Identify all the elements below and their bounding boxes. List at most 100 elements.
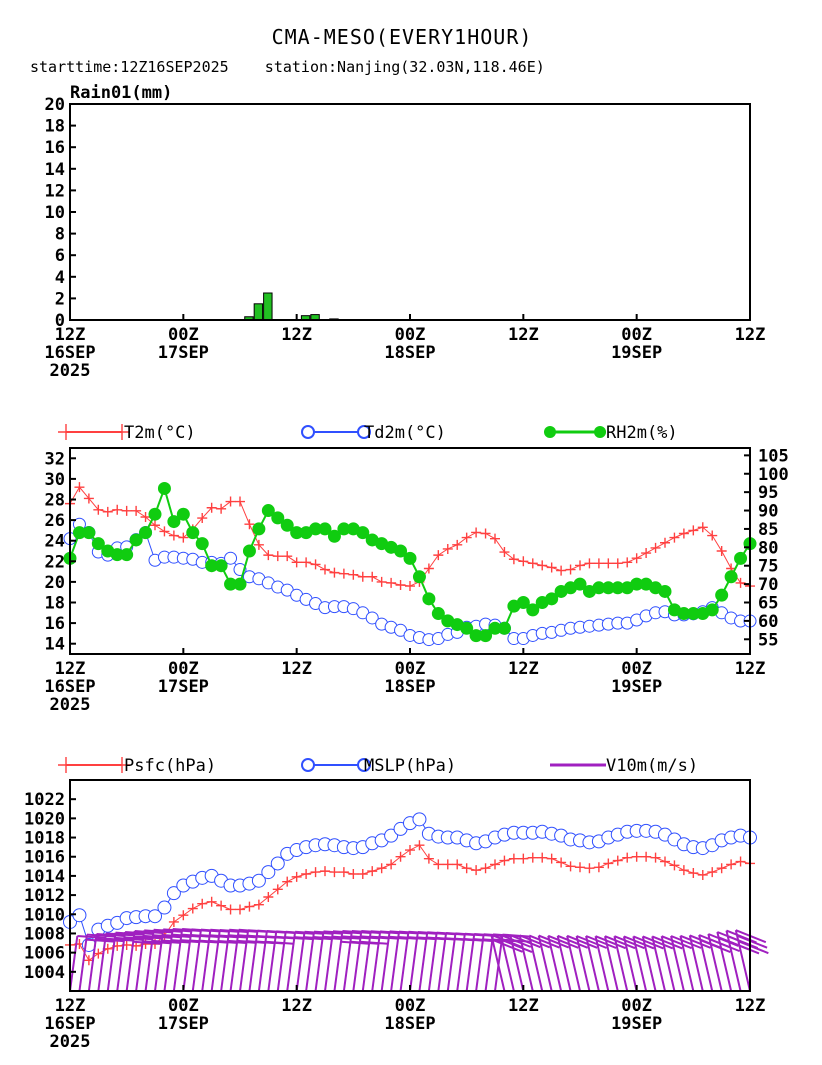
wind-barb-feather (144, 929, 173, 934)
temperature-xtick-label: 12Z (281, 659, 312, 679)
wind-barb-staff (314, 931, 325, 992)
rh2m-point (431, 607, 445, 621)
wind-barb-staff (69, 935, 79, 992)
psfc-point (442, 859, 453, 870)
psfc-point (707, 867, 718, 878)
rh-ytick-label: 55 (758, 630, 778, 650)
wind-barb-staff (399, 931, 410, 992)
pressure-ytick-label: 1018 (24, 829, 65, 849)
rh2m-point (658, 584, 672, 598)
psfc-point (575, 862, 585, 873)
t2m-point (291, 557, 302, 568)
wind-barb-staff (201, 929, 212, 992)
temperature-xtick-label: 2025 (50, 695, 91, 715)
legend-td2m-marker (357, 425, 371, 439)
legend-psfc-label: Psfc(hPa) (124, 756, 216, 776)
wind-barb-staff (698, 934, 714, 992)
temperature-xtick-label: 17SEP (158, 677, 209, 697)
rh2m-point (233, 577, 247, 591)
psfc-point (263, 892, 274, 903)
temperature-panel: T2m(°C) Td2m(°C) RH2m(%) 141618202224262… (44, 423, 788, 715)
mslp-point (157, 900, 172, 915)
legend-psfc-marker (58, 757, 74, 773)
rh2m-point (318, 522, 332, 536)
wind-barb-feather (651, 935, 683, 950)
psfc-point (206, 896, 217, 907)
wind-barb-staff (509, 934, 525, 992)
pressure-xtick-label: 16SEP (44, 1014, 95, 1034)
rh2m-point (91, 537, 105, 551)
mslp-point (148, 909, 162, 924)
t2m-point (678, 528, 689, 539)
wind-barb-feather (114, 936, 143, 941)
t2m-point (282, 551, 293, 562)
psfc-point (678, 865, 689, 876)
psfc-point (631, 851, 642, 862)
t2m-point (235, 496, 245, 507)
wind-barb-staff (267, 931, 278, 992)
legend-mslp-label: MSLP(hPa) (364, 756, 456, 776)
wind-barb-feather (566, 934, 598, 949)
wind-barb-feather (125, 931, 154, 935)
t2m-point (112, 504, 123, 515)
rh2m-point (186, 526, 200, 540)
wind-barb-staff (182, 929, 193, 992)
wind-barb-feather (152, 939, 181, 944)
t2m-point (348, 569, 359, 580)
wind-barb-feather (632, 935, 664, 950)
wind-barb-staff (97, 933, 108, 992)
temperature-ytick-label: 16 (45, 614, 65, 634)
wind-barb-staff (229, 929, 240, 992)
wind-barb-staff (116, 931, 127, 992)
pressure-xtick-label: 00Z (395, 996, 426, 1016)
temperature-ytick-label: 30 (45, 470, 65, 490)
pressure-legend: Psfc(hPa) MSLP(hPa) V10m(m/s) (58, 756, 698, 776)
temperature-xtick-label: 00Z (395, 659, 426, 679)
rain-ytick-label: 20 (45, 95, 65, 115)
rh2m-point (261, 504, 275, 518)
figure-subtitle: starttime:12Z16SEP2025 station:Nanjing(3… (30, 58, 545, 76)
psfc-point (367, 866, 378, 877)
rain-ytick-label: 6 (55, 246, 65, 266)
mslp-point (384, 828, 399, 843)
pressure-panel: Psfc(hPa) MSLP(hPa) V10m(m/s) 1004100610… (24, 756, 769, 1052)
wind-barb-feather (492, 938, 523, 953)
rh2m-point (403, 551, 417, 565)
pressure-xtick-label: 12Z (55, 996, 86, 1016)
legend-td2m (301, 425, 371, 439)
rh2m-point (394, 544, 408, 558)
wind-barb-staff (286, 931, 297, 992)
temperature-xtick-label: 12Z (508, 659, 539, 679)
legend-psfc (58, 757, 130, 773)
wind-barb-feather (133, 940, 162, 945)
wind-barb-feather (161, 939, 190, 944)
t2m-point (565, 564, 576, 575)
wind-barb-staff (547, 935, 563, 992)
psfc-point (537, 852, 548, 863)
t2m-point (395, 579, 406, 590)
wind-barb-feather (500, 934, 532, 948)
rh2m-point (82, 526, 96, 540)
wind-barb-feather (142, 940, 171, 945)
t2m-point (584, 558, 595, 569)
t2m-point (244, 519, 255, 530)
psfc-point (187, 903, 198, 914)
t2m-point (131, 505, 142, 516)
wind-barb-staff (528, 935, 544, 992)
rh2m-point (120, 548, 134, 562)
t2m-point (225, 496, 236, 507)
t2m-point (433, 550, 444, 561)
t2m-point (471, 527, 482, 538)
psfc-point (423, 853, 434, 864)
pressure-ytick-label: 1014 (24, 867, 65, 887)
rh2m-point (139, 526, 153, 540)
wind-barb-feather (642, 935, 674, 950)
temperature-xtick-label: 12Z (55, 659, 86, 679)
psfc-point (669, 860, 680, 871)
t2m-point (442, 543, 453, 554)
psfc-point (320, 866, 330, 877)
rh2m-point (705, 603, 719, 617)
